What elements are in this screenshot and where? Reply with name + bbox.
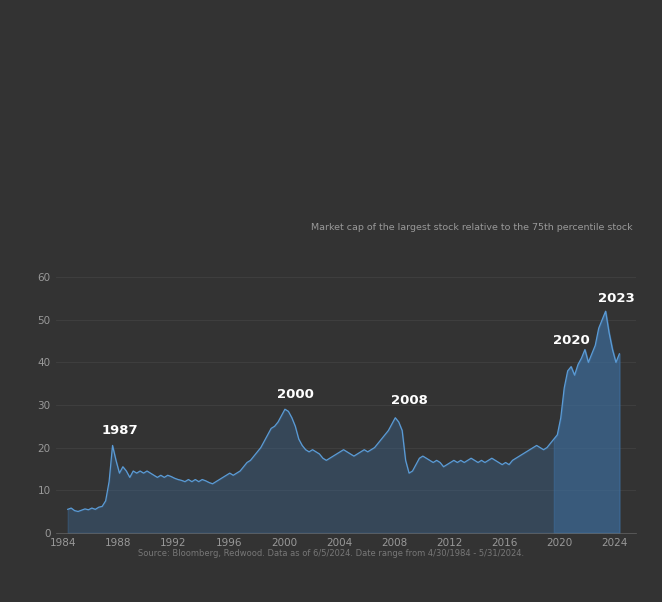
Text: 2000: 2000 [277, 388, 314, 401]
Text: 2008: 2008 [391, 394, 428, 407]
Text: Market cap of the largest stock relative to the 75th percentile stock: Market cap of the largest stock relative… [310, 223, 632, 232]
Text: 2020: 2020 [553, 335, 590, 347]
Text: 1987: 1987 [102, 424, 138, 437]
Text: Source: Bloomberg, Redwood. Data as of 6/5/2024. Date range from 4/30/1984 - 5/3: Source: Bloomberg, Redwood. Data as of 6… [138, 549, 524, 558]
Text: 2023: 2023 [598, 292, 635, 305]
